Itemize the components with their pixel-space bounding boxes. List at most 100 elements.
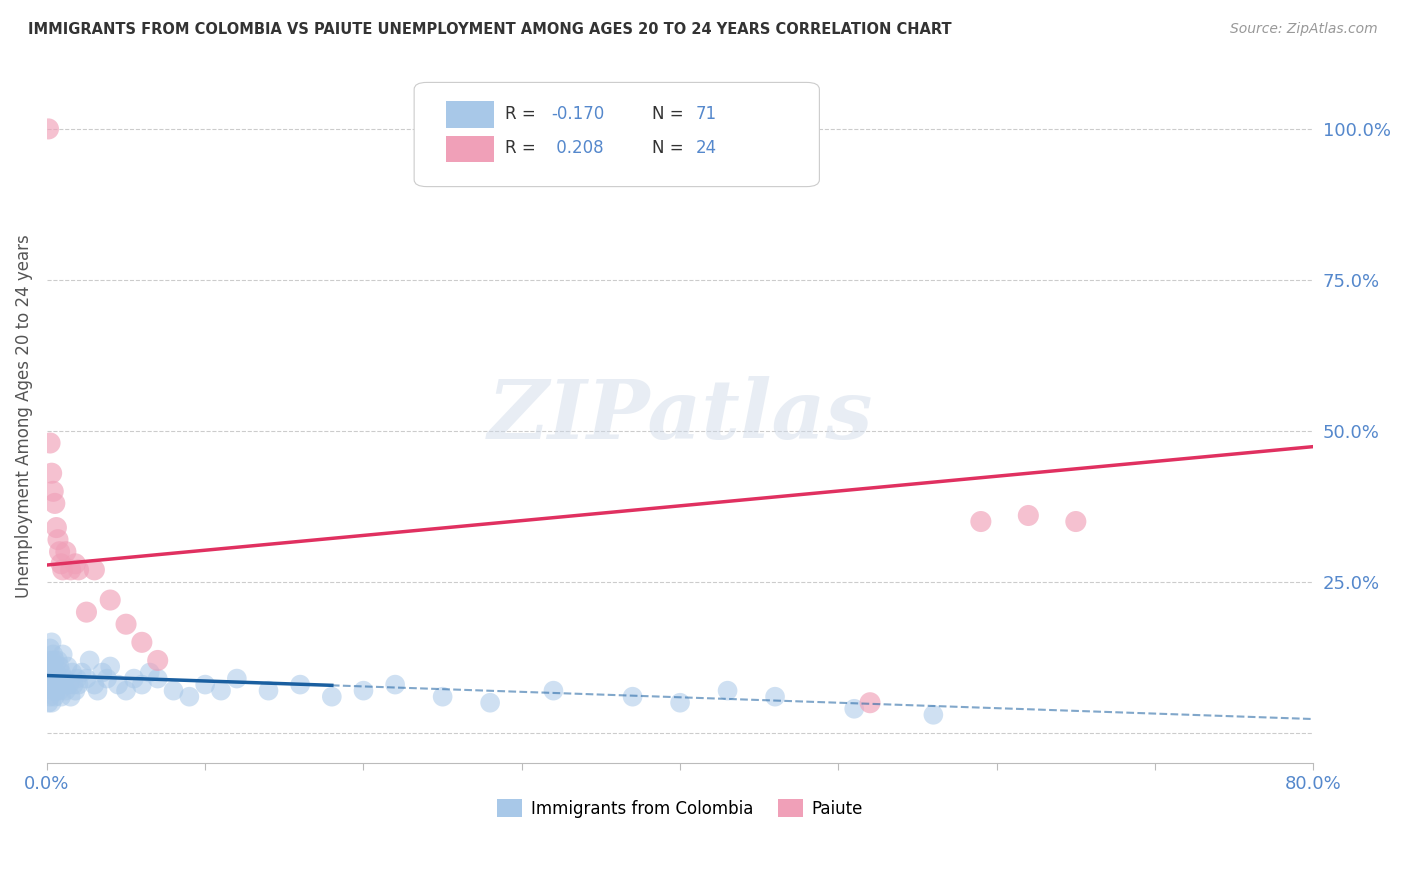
Point [225, 672, 247, 686]
Text: 71: 71 [696, 104, 717, 122]
Point [970, 515, 993, 529]
Point [1017, 508, 1039, 523]
Point [432, 690, 454, 704]
Point [209, 683, 232, 698]
FancyBboxPatch shape [415, 82, 820, 186]
Point [98, 593, 121, 607]
Point [79, 653, 101, 667]
Point [37, 696, 59, 710]
Point [86, 683, 108, 698]
Point [98, 659, 121, 673]
Point [52, 563, 75, 577]
Text: -0.170: -0.170 [551, 104, 605, 122]
Point [44, 672, 66, 686]
Point [621, 690, 644, 704]
Point [91, 665, 114, 680]
Point [48, 683, 70, 698]
Y-axis label: Unemployment Among Ages 20 to 24 years: Unemployment Among Ages 20 to 24 years [15, 234, 32, 598]
Point [67, 677, 90, 691]
Point [39, 672, 62, 686]
Point [179, 690, 201, 704]
Point [55, 545, 77, 559]
Point [146, 672, 169, 686]
Point [44, 496, 66, 510]
Point [44, 690, 66, 704]
Point [353, 683, 375, 698]
Text: ZIPatlas: ZIPatlas [488, 376, 873, 456]
Point [37, 677, 59, 691]
Point [162, 683, 184, 698]
Point [37, 653, 59, 667]
FancyBboxPatch shape [446, 101, 494, 128]
Text: N =: N = [652, 104, 689, 122]
Point [37, 122, 59, 136]
Point [62, 677, 84, 691]
Point [122, 672, 145, 686]
Point [763, 690, 786, 704]
Point [59, 690, 82, 704]
Point [45, 665, 67, 680]
Point [45, 520, 67, 534]
Text: R =: R = [505, 104, 541, 122]
Point [384, 677, 406, 691]
Point [922, 707, 945, 722]
Point [56, 659, 79, 673]
Legend: Immigrants from Colombia, Paiute: Immigrants from Colombia, Paiute [491, 793, 869, 824]
Point [46, 653, 69, 667]
Point [65, 557, 87, 571]
Point [83, 563, 105, 577]
Point [41, 677, 63, 691]
Point [75, 672, 97, 686]
Point [115, 683, 138, 698]
Point [46, 677, 69, 691]
Point [58, 677, 80, 691]
Point [1064, 515, 1087, 529]
Point [41, 635, 63, 649]
Point [139, 665, 162, 680]
Point [52, 648, 75, 662]
Text: R =: R = [505, 139, 541, 157]
Point [42, 665, 65, 680]
Point [70, 665, 93, 680]
Text: 24: 24 [696, 139, 717, 157]
Point [55, 683, 77, 698]
Text: N =: N = [652, 139, 689, 157]
Point [288, 677, 311, 691]
Point [49, 557, 72, 571]
Point [42, 484, 65, 499]
Point [131, 677, 153, 691]
Point [479, 696, 502, 710]
Point [48, 659, 70, 673]
Point [39, 436, 62, 450]
Point [42, 683, 65, 698]
Point [52, 677, 75, 691]
Point [44, 653, 66, 667]
Point [41, 696, 63, 710]
Point [107, 677, 129, 691]
Point [37, 665, 59, 680]
Point [45, 683, 67, 698]
Point [115, 617, 138, 632]
Point [59, 563, 82, 577]
Point [49, 665, 72, 680]
Text: IMMIGRANTS FROM COLOMBIA VS PAIUTE UNEMPLOYMENT AMONG AGES 20 TO 24 YEARS CORREL: IMMIGRANTS FROM COLOMBIA VS PAIUTE UNEMP… [28, 22, 952, 37]
Point [39, 690, 62, 704]
Point [321, 690, 343, 704]
Point [53, 672, 76, 686]
Point [67, 563, 90, 577]
Point [66, 672, 89, 686]
Point [844, 702, 866, 716]
Point [83, 677, 105, 691]
Point [42, 648, 65, 662]
Text: 0.208: 0.208 [551, 139, 603, 157]
Point [65, 683, 87, 698]
Point [716, 683, 738, 698]
Point [131, 635, 153, 649]
Point [543, 683, 565, 698]
Point [669, 696, 692, 710]
Point [49, 690, 72, 704]
Point [194, 677, 217, 691]
Point [39, 659, 62, 673]
Point [75, 605, 97, 619]
Point [96, 672, 118, 686]
